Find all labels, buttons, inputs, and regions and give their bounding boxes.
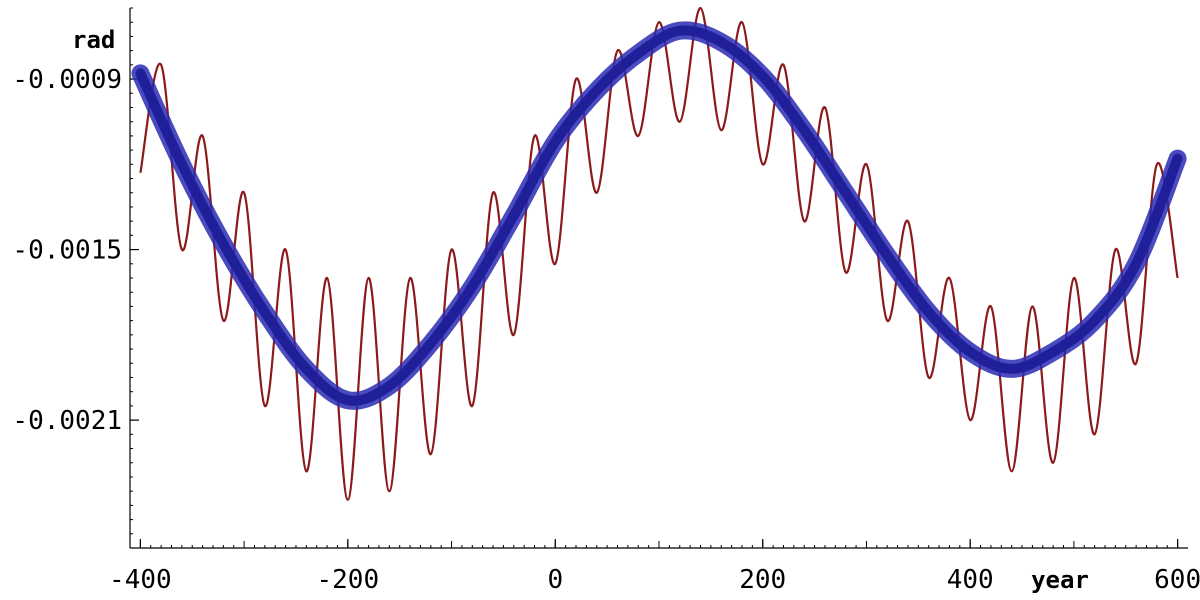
x-tick-label: -400 xyxy=(109,565,172,595)
series-red-oscillating-line xyxy=(139,6,1179,501)
x-tick-label: 400 xyxy=(947,565,994,595)
y-tick-label: -0.0015 xyxy=(12,236,122,266)
x-tick-label: 600 xyxy=(1154,565,1200,595)
x-tick-label: 0 xyxy=(547,565,563,595)
x-tick-label: -200 xyxy=(317,565,380,595)
y-tick-label: -0.0009 xyxy=(12,65,122,95)
y-axis-label: rad xyxy=(72,26,115,54)
x-axis-label: year xyxy=(1031,566,1089,594)
x-tick-label: 200 xyxy=(739,565,786,595)
y-tick-label: -0.0021 xyxy=(12,406,122,436)
series-blue-band xyxy=(131,21,1187,410)
series-blue-line xyxy=(135,25,1183,406)
